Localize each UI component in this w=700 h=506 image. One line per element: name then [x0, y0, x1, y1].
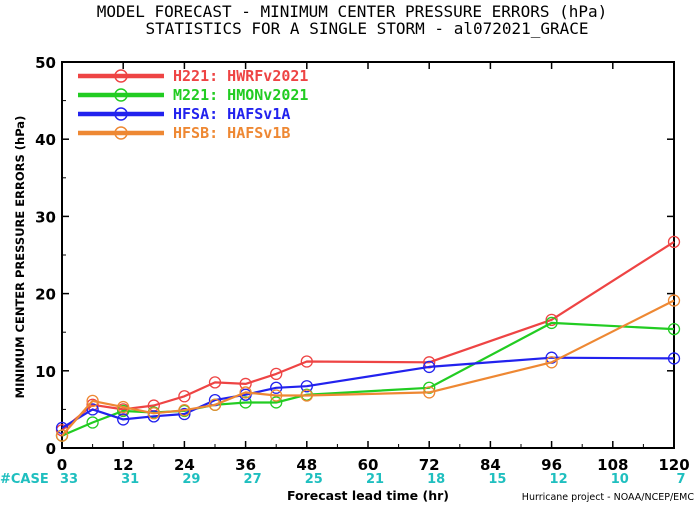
y-tick-label: 50 [35, 54, 56, 72]
case-count: 33 [60, 472, 78, 487]
x-tick-label: 36 [235, 456, 256, 474]
case-count: 7 [676, 472, 685, 487]
case-count: 15 [488, 472, 506, 487]
series-line [61, 356, 675, 429]
data-point [147, 410, 160, 423]
data-point [86, 394, 99, 408]
data-point [117, 413, 130, 426]
series-layer [55, 235, 681, 442]
data-point [545, 356, 558, 369]
data-point [147, 407, 160, 420]
x-tick-label: 12 [113, 456, 134, 474]
x-axis-label: Forecast lead time (hr) [287, 488, 449, 503]
data-point [270, 381, 283, 394]
data-point [300, 380, 313, 393]
y-tick-label: 10 [35, 363, 56, 381]
legend-label: HFSA: HAFSv1A [173, 105, 290, 123]
data-point [667, 235, 681, 249]
chart-subtitle: STATISTICS FOR A SINGLE STORM - al072021… [145, 19, 588, 38]
data-point [667, 294, 681, 307]
case-count: 27 [244, 472, 262, 487]
x-tick-label: 24 [174, 456, 195, 474]
plot-frame [61, 61, 675, 449]
data-point [117, 400, 130, 414]
legend-label: HFSB: HAFSv1B [173, 124, 290, 142]
case-count: 25 [305, 472, 323, 487]
y-tick-label: 20 [35, 286, 56, 304]
series-3 [55, 294, 681, 442]
axes: 0 12 24 36 48 60 72 84 96 108 120 0 10 20 30 40 50 [35, 54, 690, 474]
x-tick-label: 120 [658, 456, 689, 474]
data-point [667, 322, 681, 336]
case-count: 10 [611, 472, 629, 487]
credit-text: Hurricane project - NOAA/NCEP/EMC [522, 492, 695, 503]
legend-label: M221: HMONv2021 [173, 86, 308, 104]
data-point [545, 316, 558, 330]
data-point [208, 376, 222, 389]
x-tick-label: 0 [57, 456, 67, 474]
legend-marker [114, 126, 128, 140]
x-tick-label: 60 [358, 456, 379, 474]
legend-label: H221: HWRFv2021 [173, 67, 308, 85]
chart-title: MODEL FORECAST - MINIMUM CENTER PRESSURE… [97, 2, 608, 21]
case-row: #CASE 33 31 29 27 25 21 18 15 12 10 7 [0, 472, 686, 487]
data-point [545, 313, 558, 326]
data-point [178, 390, 191, 403]
y-tick-label: 40 [35, 131, 56, 149]
data-point [239, 396, 252, 409]
case-count: 21 [366, 472, 384, 487]
series-2 [55, 351, 681, 435]
legend-marker [114, 88, 128, 102]
case-count: 29 [182, 472, 200, 487]
case-count: 12 [550, 472, 568, 487]
x-tick-label: 84 [480, 456, 501, 474]
x-tick-label: 108 [597, 456, 628, 474]
legend-marker [114, 69, 128, 83]
series-1 [55, 316, 681, 442]
data-point [178, 404, 191, 417]
case-count: 18 [427, 472, 445, 487]
data-point [55, 429, 69, 442]
data-point [667, 352, 681, 365]
y-tick-label: 30 [35, 208, 56, 226]
data-point [178, 407, 191, 421]
data-point [117, 404, 130, 418]
data-point [300, 389, 313, 402]
legend-marker [114, 107, 128, 121]
case-count: 31 [121, 472, 139, 487]
x-tick-label: 48 [296, 456, 317, 474]
data-point [86, 403, 99, 416]
data-point [423, 386, 436, 399]
data-point [270, 389, 283, 402]
data-point [423, 360, 436, 374]
x-tick-label: 96 [541, 456, 562, 474]
data-point [208, 398, 222, 411]
y-axis-label: MINIMUM CENTER PRESSURE ERRORS (hPa) [13, 116, 27, 399]
data-point [86, 416, 99, 429]
data-point [270, 367, 283, 381]
series-0 [55, 235, 681, 437]
x-tick-label: 72 [419, 456, 440, 474]
data-point [270, 396, 283, 409]
data-point [300, 355, 313, 368]
y-tick-label: 0 [46, 440, 56, 458]
series-line [61, 240, 675, 432]
case-label: #CASE [0, 472, 49, 487]
data-point [239, 386, 252, 399]
